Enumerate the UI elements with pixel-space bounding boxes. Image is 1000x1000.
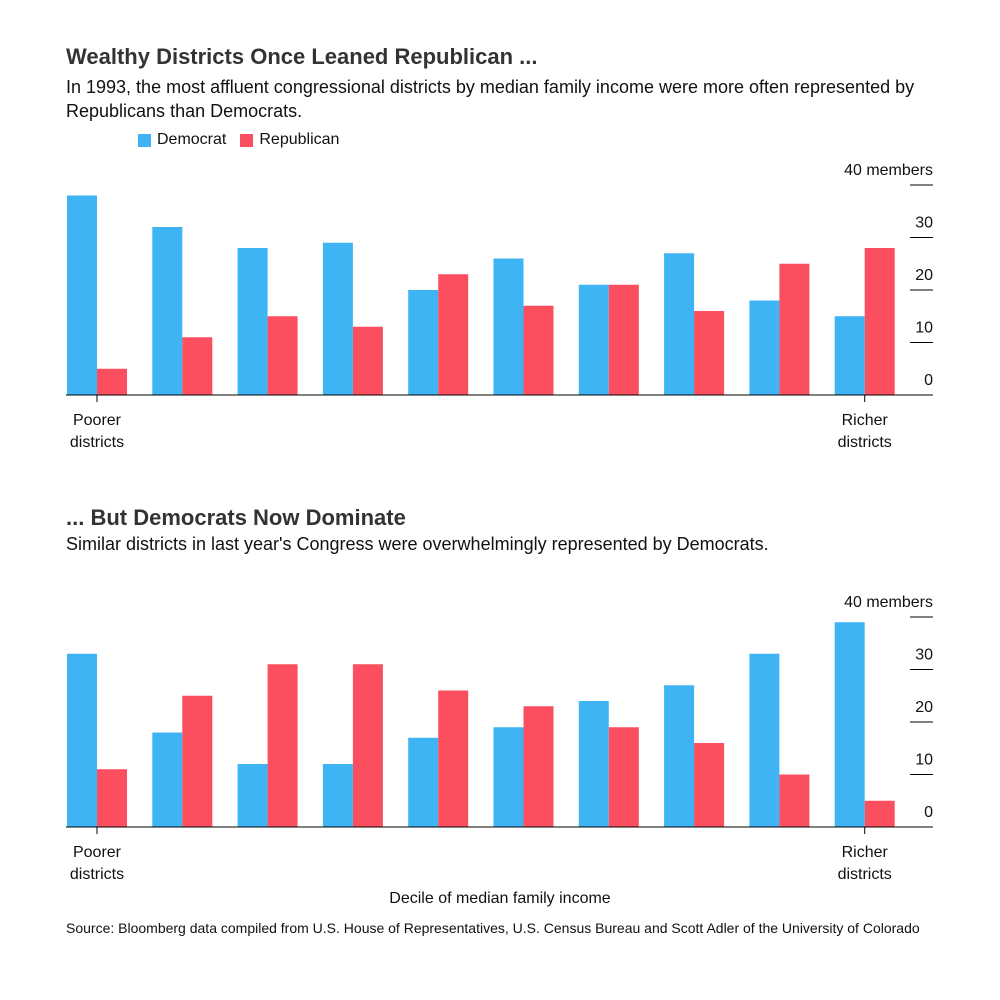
bar-republican-decile-10 [864,248,895,395]
x-end-label-left-0: Poorer [73,844,122,861]
bar-democrat-decile-6 [493,258,524,395]
bar-democrat-decile-1 [67,195,97,395]
bar-republican-decile-8 [694,743,725,827]
bar-republican-decile-6 [523,706,554,827]
bar-democrat-decile-9 [749,300,780,395]
x-axis-label: Decile of median family income [389,890,611,907]
bar-democrat-decile-6 [493,727,524,827]
x-end-label-right-1: districts [838,434,892,451]
bar-democrat-decile-8 [664,253,695,395]
y-tick-label-40: 40 members [844,594,933,611]
x-end-label-right-0: Richer [842,844,889,861]
bar-democrat-decile-10 [834,622,865,827]
y-tick-label-10: 10 [915,752,933,769]
bar-republican-decile-5 [438,690,469,827]
chart-current: 0 10 20 30 40 members Poorer districts Richer di… [66,594,933,883]
bar-democrat-decile-2 [152,732,183,827]
bar-democrat-decile-5 [408,290,439,395]
legend-label-democrat: Democrat [157,131,227,148]
bar-republican-decile-4 [352,326,383,395]
x-end-label-left-1: districts [70,434,124,451]
y-tick-label-0: 0 [924,372,933,389]
bar-republican-decile-2 [182,695,213,827]
bar-republican-decile-5 [438,274,469,395]
y-tick-label-20: 20 [915,699,933,716]
bar-republican-decile-3 [267,664,298,827]
x-end-label-right-1: districts [838,866,892,883]
chart1-title: Wealthy Districts Once Leaned Republican… [66,44,538,69]
x-end-label-left-0: Poorer [73,412,122,429]
y-tick-label-10: 10 [915,320,933,337]
bar-democrat-decile-9 [749,653,780,827]
chart1-subtitle: In 1993, the most affluent congressional… [66,77,915,121]
bar-democrat-decile-5 [408,737,439,827]
bar-republican-decile-9 [779,774,810,827]
bar-democrat-decile-3 [237,764,268,827]
legend-swatch-democrat [138,133,151,147]
bar-democrat-decile-1 [67,653,97,827]
chart-1993: 0 10 20 30 40 members Poorer districts Richer di… [66,162,933,451]
bar-republican-decile-8 [694,311,725,395]
bar-democrat-decile-2 [152,227,183,395]
bar-republican-decile-7 [608,727,639,827]
legend-swatch-republican [240,133,254,147]
y-tick-label-40: 40 members [844,162,933,179]
chart2-title: ... But Democrats Now Dominate [66,505,406,530]
bar-republican-decile-9 [779,263,810,395]
bar-democrat-decile-4 [322,242,353,395]
bar-republican-decile-7 [608,284,639,395]
chart2-subtitle: Similar districts in last year's Congres… [66,534,769,554]
y-tick-label-30: 30 [915,215,933,232]
legend-label-republican: Republican [259,131,340,148]
bar-democrat-decile-7 [578,701,609,827]
source-note: Source: Bloomberg data compiled from U.S… [66,920,920,936]
bar-democrat-decile-7 [578,284,609,395]
y-tick-label-30: 30 [915,647,933,664]
bar-republican-decile-2 [182,337,213,395]
bar-republican-decile-1 [97,368,127,395]
bar-democrat-decile-4 [322,764,353,827]
bar-republican-decile-4 [352,664,383,827]
x-end-label-left-1: districts [70,866,124,883]
bar-republican-decile-10 [864,800,895,827]
bar-republican-decile-1 [97,769,127,827]
bar-republican-decile-3 [267,316,298,395]
bar-republican-decile-6 [523,305,554,395]
legend-item-democrat: Democrat [138,131,226,149]
legend: Democrat Republican [138,131,353,149]
y-tick-label-0: 0 [924,804,933,821]
x-end-label-right-0: Richer [842,412,889,429]
bar-democrat-decile-10 [834,316,865,395]
bar-democrat-decile-3 [237,248,268,395]
y-tick-label-20: 20 [915,267,933,284]
bar-democrat-decile-8 [664,685,695,827]
legend-item-republican: Republican [240,131,339,149]
